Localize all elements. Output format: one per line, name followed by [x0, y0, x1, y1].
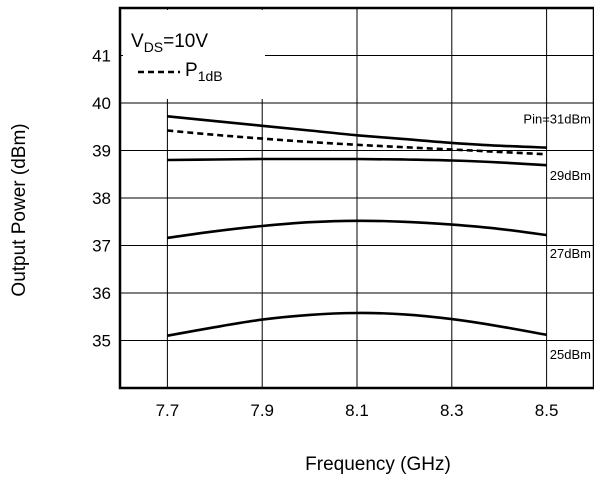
x-tick-labels: 7.7 7.9 8.1 8.3 8.5 [156, 401, 559, 420]
curve-label: 27dBm [550, 246, 591, 261]
y-tick-label: 38 [92, 189, 111, 208]
y-tick-label: 37 [92, 237, 111, 256]
y-tick-label: 41 [92, 47, 111, 66]
series-line [167, 129, 547, 156]
series-line [167, 219, 547, 240]
series-line [167, 157, 547, 167]
x-tick-label: 7.9 [250, 401, 274, 420]
series-line [167, 311, 547, 337]
y-tick-label: 35 [92, 332, 111, 351]
legend-p1db: P1dB [185, 60, 223, 84]
y-axis-label: Output Power (dBm) [9, 123, 30, 296]
x-tick-label: 8.1 [345, 401, 369, 420]
series-line [167, 115, 547, 149]
legend-box [123, 10, 265, 99]
curve-label: 25dBm [550, 347, 591, 362]
x-axis-label: Frequency (GHz) [305, 454, 451, 475]
curves [167, 115, 547, 337]
curve-label: Pin=31dBm [523, 112, 591, 127]
plot-frame [118, 6, 594, 390]
curve-labels: Pin=31dBm 29dBm 27dBm 25dBm [523, 112, 591, 362]
y-tick-label: 39 [92, 142, 111, 161]
y-tick-label: 36 [92, 284, 111, 303]
x-tick-label: 7.7 [156, 401, 180, 420]
legend-condition: VDS=10V [131, 31, 208, 55]
y-tick-labels: 35 36 37 38 39 40 41 [92, 47, 111, 351]
y-tick-label: 40 [92, 94, 111, 113]
x-tick-label: 8.3 [440, 401, 464, 420]
x-tick-label: 8.5 [535, 401, 559, 420]
curve-label: 29dBm [550, 168, 591, 183]
